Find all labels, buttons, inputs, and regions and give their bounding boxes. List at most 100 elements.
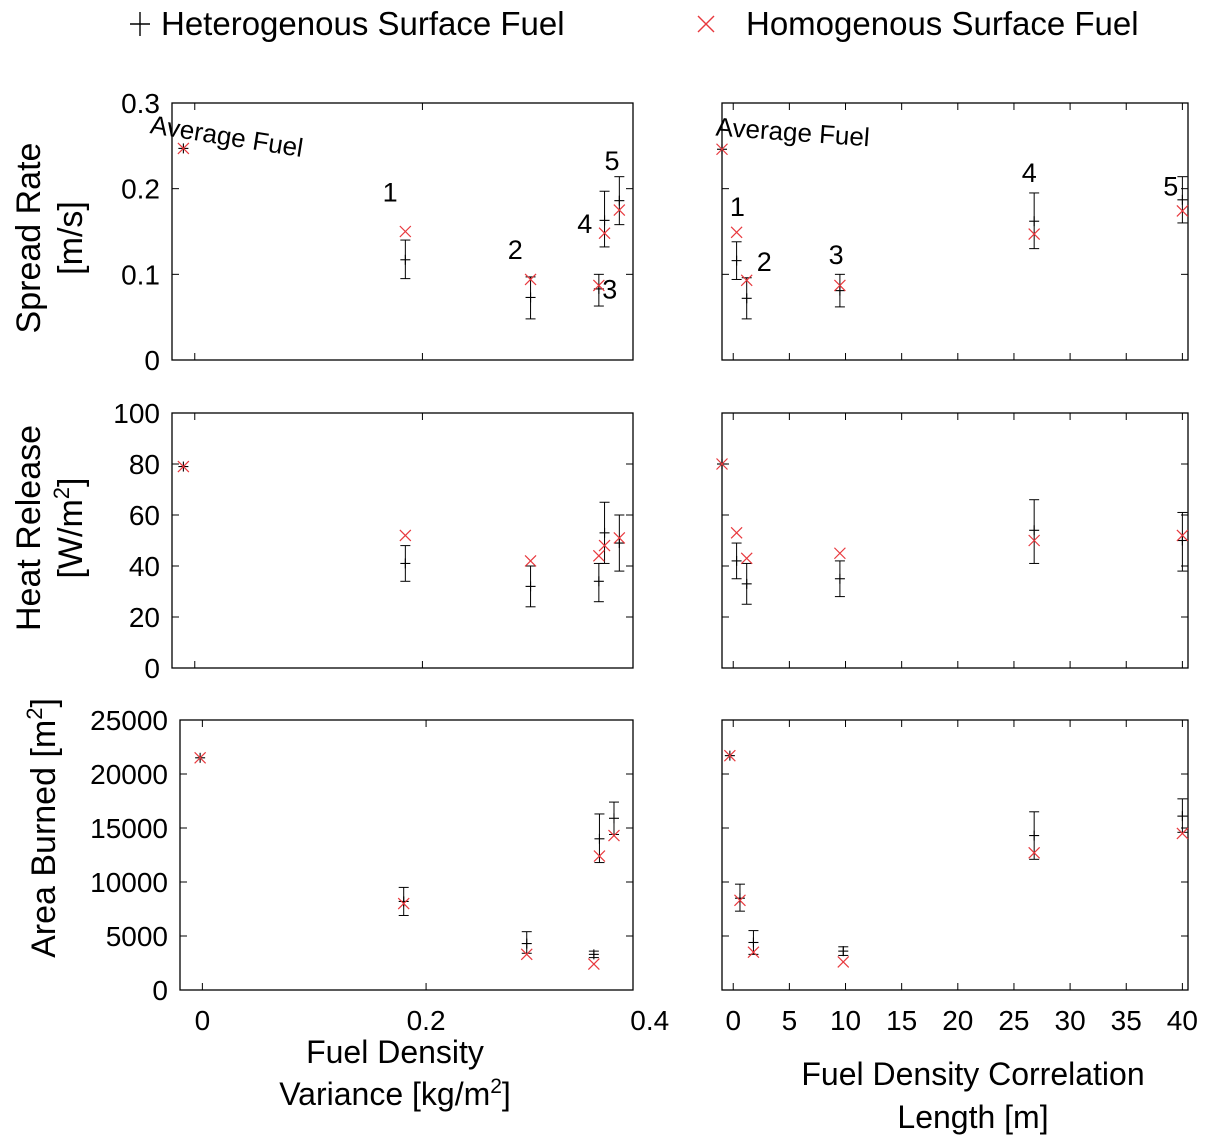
- ytick-label-heat-variance-0: 0: [144, 653, 160, 684]
- x-b-area-variance-4: [593, 850, 606, 863]
- homogeneous-point-area-variance-3: [587, 958, 600, 971]
- homogeneous-point-spread-length-2: [740, 274, 753, 287]
- ytick-label-area-variance-0: 0: [152, 975, 168, 1006]
- homogeneous-point-spread-length-5: [1176, 205, 1189, 217]
- xtick-label-area-length-1: 5: [782, 1005, 798, 1036]
- xtick-label-area-length-8: 40: [1167, 1005, 1198, 1036]
- x-b-heat-variance-3: [592, 549, 605, 562]
- x-b-area-length-4: [1028, 846, 1041, 859]
- ylabel-spread: Spread Rate [m/s]: [10, 143, 90, 334]
- x-b-area-length-1: [734, 894, 746, 907]
- homogeneous-point-area-variance-1: [397, 897, 410, 910]
- annotation-2-spread-length: 2: [757, 247, 772, 277]
- xtick-label-area-length-7: 35: [1111, 1005, 1142, 1036]
- x-b-heat-variance-4: [598, 539, 611, 552]
- x-b-heat-length-3: [833, 547, 846, 560]
- x-b-area-length-5: [1176, 827, 1189, 840]
- ylabel-heat-line1: Heat Release: [10, 425, 48, 631]
- heterogeneous-point-area-length-2: [748, 930, 759, 955]
- homogeneous-point-spread-variance-2: [524, 273, 537, 286]
- heterogeneous-point-heat-length-1: [731, 542, 742, 580]
- heterogeneous-point-heat-variance-4: [599, 501, 610, 564]
- heterogeneous-point-area-length-1: [734, 883, 745, 912]
- heterogeneous-point-area-variance-3: [588, 949, 599, 960]
- legend: Heterogenous Surface Fuel Homogenous Sur…: [130, 5, 1139, 42]
- homogeneous-point-area-length-0: [723, 749, 736, 762]
- heterogeneous-point-spread-variance-4: [599, 190, 610, 248]
- annotation-3-spread-length: 3: [829, 240, 844, 270]
- panel-frame-spread-variance: [171, 102, 634, 361]
- ytick-label-area-variance-3: 15000: [90, 813, 168, 844]
- homogeneous-point-spread-length-0: [716, 143, 728, 156]
- homogeneous-point-area-variance-4: [593, 850, 606, 863]
- x-b-spread-length-1: [730, 226, 743, 239]
- ytick-label-spread-variance-1: 0.1: [121, 259, 160, 290]
- x-b-area-length-3: [837, 955, 850, 968]
- homogeneous-point-heat-length-2: [740, 552, 753, 565]
- annotation-2-spread-variance: 2: [508, 235, 523, 265]
- annotation-average-fuel-spread-length: Average Fuel: [715, 112, 871, 153]
- x-b-spread-variance-3: [592, 279, 605, 292]
- annotation-5-spread-variance: 5: [605, 146, 620, 176]
- homogeneous-point-spread-variance-1: [399, 225, 412, 238]
- x-b-area-variance-1: [397, 897, 410, 910]
- x-b-spread-length-0: [716, 143, 728, 156]
- xtick-label-area-length-4: 20: [942, 1005, 973, 1036]
- homogeneous-point-spread-length-4: [1028, 228, 1041, 240]
- x-b-heat-length-2: [740, 552, 753, 565]
- ytick-label-spread-variance-3: 0.3: [121, 88, 160, 119]
- homogeneous-point-heat-variance-3: [592, 549, 605, 562]
- legend-heterogeneous-marker: [130, 12, 150, 36]
- x-b-spread-length-2: [740, 274, 753, 287]
- homogeneous-point-area-length-4: [1028, 846, 1041, 859]
- homogeneous-point-heat-variance-5: [613, 532, 626, 544]
- x-b-heat-variance-2: [524, 554, 537, 567]
- ylabel-heat-line2: [W/m2]: [49, 477, 90, 578]
- heterogeneous-point-spread-length-4: [1029, 192, 1040, 250]
- x-b-area-variance-2: [520, 948, 533, 961]
- homogeneous-point-spread-variance-3: [592, 279, 605, 292]
- homogeneous-point-area-length-1: [734, 894, 746, 907]
- heterogeneous-point-heat-length-3: [834, 560, 845, 598]
- x-b-heat-variance-0: [177, 460, 190, 473]
- homogeneous-point-heat-variance-1: [399, 529, 412, 542]
- x-b-area-variance-0: [194, 751, 207, 764]
- heterogeneous-point-spread-length-1: [731, 241, 742, 280]
- heterogeneous-point-spread-variance-5: [614, 176, 625, 226]
- homogeneous-point-heat-variance-0: [177, 460, 190, 473]
- homogeneous-point-heat-length-5: [1176, 529, 1189, 542]
- ytick-label-spread-variance-0: 0: [144, 345, 160, 376]
- ytick-label-heat-variance-5: 100: [113, 398, 160, 429]
- ytick-label-heat-variance-2: 40: [129, 551, 160, 582]
- x-b-area-length-2: [747, 946, 760, 959]
- x-b-spread-length-5: [1176, 205, 1189, 217]
- panel-heat-length: [716, 412, 1189, 669]
- x-b-spread-variance-1: [399, 225, 412, 238]
- annotation-1-spread-length: 1: [730, 192, 745, 222]
- ylabel-area-text: Area Burned [m2]: [22, 698, 63, 958]
- heterogeneous-point-spread-variance-1: [400, 239, 411, 280]
- xlabel-length-line1: Fuel Density Correlation: [801, 1056, 1144, 1092]
- annotation-1-spread-variance: 1: [383, 178, 398, 208]
- homogeneous-point-area-variance-0: [194, 751, 207, 764]
- heterogeneous-point-spread-length-5: [1177, 176, 1188, 224]
- homogeneous-point-spread-variance-5: [613, 204, 626, 217]
- panel-spread-length: Average Fuel 12 3 4 5: [715, 102, 1189, 361]
- x-b-area-length-0: [723, 749, 736, 762]
- homogeneous-point-spread-variance-4: [598, 227, 611, 240]
- ytick-label-spread-variance-2: 0.2: [121, 174, 160, 205]
- x-b-area-variance-3: [587, 958, 600, 971]
- x-b-heat-variance-1: [399, 529, 412, 542]
- heterogeneous-point-area-variance-5: [608, 801, 619, 835]
- xtick-label-area-variance-2: 0.4: [630, 1005, 669, 1036]
- ylabel-spread-line1: Spread Rate: [10, 143, 48, 334]
- homogeneous-point-area-length-2: [747, 946, 760, 959]
- heterogeneous-point-spread-length-3: [834, 273, 845, 308]
- xtick-label-area-length-6: 30: [1055, 1005, 1086, 1036]
- legend-heterogeneous-label: Heterogenous Surface Fuel: [161, 5, 565, 42]
- panel-frame-spread-length: [721, 102, 1189, 361]
- heterogeneous-point-area-variance-2: [521, 931, 532, 954]
- homogeneous-point-heat-length-3: [833, 547, 846, 560]
- ytick-label-area-variance-2: 10000: [90, 867, 168, 898]
- heterogeneous-point-heat-variance-1: [400, 545, 411, 582]
